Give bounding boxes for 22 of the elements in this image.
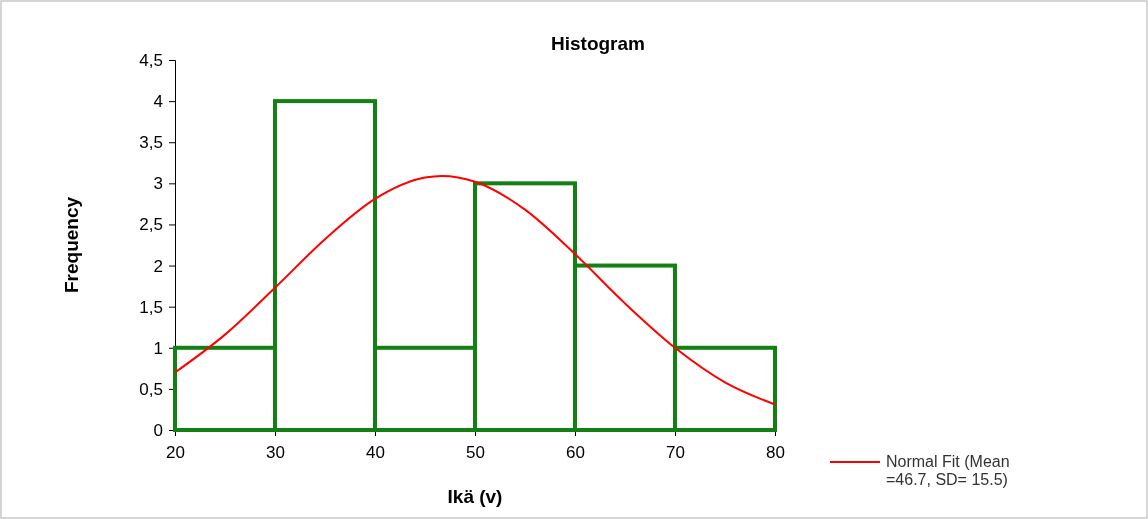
x-tick-label: 50 <box>466 443 485 463</box>
y-tick-label: 1,5 <box>139 297 163 317</box>
x-tick-label: 40 <box>366 443 385 463</box>
x-tick-label: 30 <box>266 443 285 463</box>
y-tick-label: 0 <box>153 420 163 440</box>
line-series <box>174 174 776 406</box>
x-tick-label: 70 <box>666 443 685 463</box>
y-tick-label: 1 <box>153 338 163 358</box>
x-tick-label: 60 <box>566 443 585 463</box>
y-axis-title: Frequency <box>61 196 82 294</box>
chart-title: Histogram <box>551 33 645 54</box>
y-tick-label: 0,5 <box>139 379 163 399</box>
y-tick-label: 4 <box>153 92 163 112</box>
x-tick-label: 20 <box>166 443 185 463</box>
legend-label: Normal Fit (Mean =46.7, SD= 15.5) <box>886 453 1010 488</box>
y-tick-label: 2,5 <box>139 215 163 235</box>
y-tick-label: 2 <box>153 256 163 276</box>
y-tick-label: 4,5 <box>139 50 163 70</box>
x-axis-title: Ikä (v) <box>447 486 503 507</box>
y-tick-label: 3,5 <box>139 133 163 153</box>
y-tick-label: 3 <box>153 174 163 194</box>
x-tick-label: 80 <box>766 443 785 463</box>
